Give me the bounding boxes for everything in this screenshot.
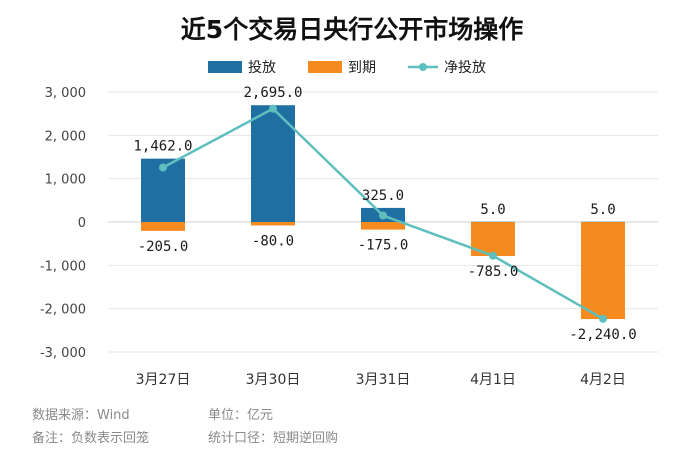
net-point xyxy=(489,251,497,260)
legend-label: 净投放 xyxy=(444,60,486,76)
injection-label: 5.0 xyxy=(480,202,505,218)
legend: 投放 到期 净投放 xyxy=(208,60,486,76)
scope-note: 统计口径：短期逆回购 xyxy=(208,431,339,446)
y-tick-label: 1, 000 xyxy=(45,173,86,188)
y-tick-label: 2, 000 xyxy=(45,129,86,144)
y-tick-label: -3, 000 xyxy=(40,346,86,361)
injection-bar xyxy=(251,105,295,222)
bars xyxy=(141,105,625,320)
x-category-label: 3月30日 xyxy=(246,372,301,388)
unit-note: 单位：亿元 xyxy=(208,408,274,423)
legend-swatch xyxy=(208,61,242,73)
maturity-label: -175.0 xyxy=(358,238,409,254)
y-axis: 3, 000 2, 000 1, 000 0 -1, 000 -2, 000 -3, 000 xyxy=(40,86,86,361)
maturity-bar xyxy=(581,222,625,320)
y-tick-label: -1, 000 xyxy=(40,259,86,274)
x-category-label: 3月31日 xyxy=(356,372,411,388)
net-line xyxy=(159,104,607,323)
y-tick-label: -2, 000 xyxy=(40,303,86,318)
maturity-bar xyxy=(251,222,295,226)
legend-label: 投放 xyxy=(248,60,276,76)
remark-note: 备注：负数表示回笼 xyxy=(32,431,150,446)
x-category-label: 4月2日 xyxy=(580,372,626,388)
maturity-label: -80.0 xyxy=(252,233,294,249)
maturity-bar xyxy=(361,222,405,230)
injection-label: 5.0 xyxy=(590,202,615,218)
maturity-label: -2,240.0 xyxy=(569,327,636,343)
injection-label: 2,695.0 xyxy=(243,85,302,101)
data-labels: 1,462.0 2,695.0 325.0 5.0 5.0 -205.0 -80.0 -175… xyxy=(133,85,636,343)
legend-label: 到期 xyxy=(348,60,376,76)
x-axis: 3月27日 3月30日 3月31日 4月1日 4月2日 xyxy=(136,372,626,388)
net-point xyxy=(379,211,387,220)
legend-marker xyxy=(419,63,427,71)
net-point xyxy=(269,104,277,113)
maturity-label: -785.0 xyxy=(468,264,519,280)
maturity-bar xyxy=(141,222,185,231)
chart-title: 近5个交易日央行公开市场操作 xyxy=(181,15,523,44)
net-point xyxy=(599,314,607,323)
maturity-label: -205.0 xyxy=(138,239,189,255)
injection-label: 1,462.0 xyxy=(133,139,192,155)
x-category-label: 4月1日 xyxy=(470,372,516,388)
net-point xyxy=(159,163,167,172)
injection-label: 325.0 xyxy=(362,188,404,204)
y-tick-label: 0 xyxy=(78,216,86,231)
x-category-label: 3月27日 xyxy=(136,372,191,388)
source-note: 数据来源：Wind xyxy=(32,408,130,423)
legend-swatch xyxy=(308,61,342,73)
y-tick-label: 3, 000 xyxy=(45,86,86,101)
